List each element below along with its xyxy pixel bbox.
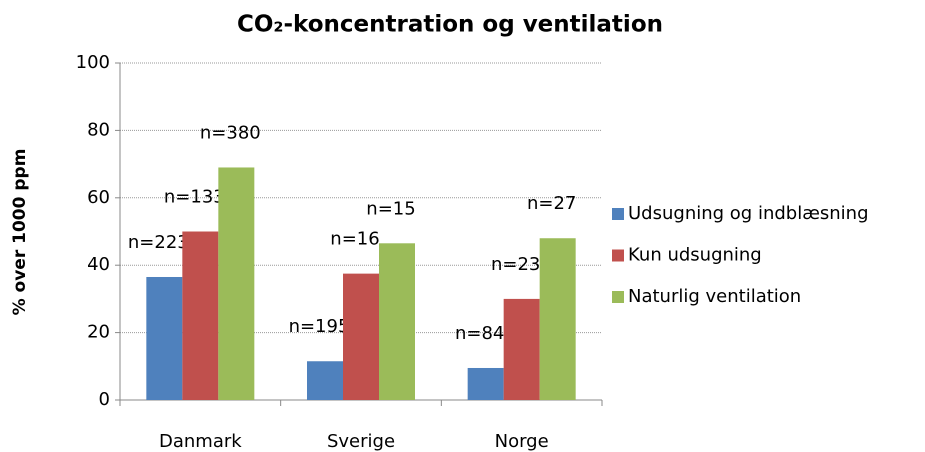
- bar-annotation: n=27: [527, 193, 576, 214]
- legend-swatch: [612, 291, 624, 303]
- bar: [467, 367, 504, 400]
- bar-annotation: n=15: [366, 198, 415, 219]
- bar: [182, 231, 219, 400]
- legend-label: Kun udsugning: [628, 245, 762, 266]
- bar-annotation: n=195: [289, 316, 350, 337]
- legend-label: Naturlig ventilation: [628, 286, 801, 307]
- bar-annotation: n=84: [455, 323, 504, 344]
- y-tick-label: 60: [87, 187, 110, 208]
- y-tick-label: 0: [99, 389, 110, 410]
- legend-swatch: [612, 249, 624, 262]
- legend-label: Udsugning og indblæsning: [628, 203, 869, 224]
- bar-annotation: n=380: [200, 122, 261, 143]
- legend-swatch: [612, 208, 624, 220]
- y-tick-label: 100: [76, 52, 110, 73]
- bar-annotation: n=23: [491, 254, 540, 275]
- y-axis-label: % over 1000 ppm: [10, 149, 30, 316]
- bar: [307, 361, 343, 400]
- y-tick-label: 80: [87, 119, 110, 140]
- bar: [343, 273, 379, 400]
- bar-annotation: n=133: [164, 187, 225, 208]
- bar: [146, 276, 183, 400]
- bar-annotation: n=16: [330, 229, 379, 250]
- x-tick-label: Norge: [495, 431, 549, 452]
- y-tick-label: 20: [87, 322, 110, 343]
- x-tick-label: Danmark: [159, 431, 242, 452]
- bar: [503, 298, 540, 400]
- x-tick-label: Sverige: [327, 431, 395, 452]
- chart-title: CO₂-koncentration og ventilation: [237, 12, 663, 38]
- bar: [218, 167, 255, 400]
- bar: [379, 243, 415, 400]
- bar-annotation: n=223: [128, 232, 189, 253]
- bar: [539, 238, 576, 400]
- y-tick-label: 40: [87, 254, 110, 275]
